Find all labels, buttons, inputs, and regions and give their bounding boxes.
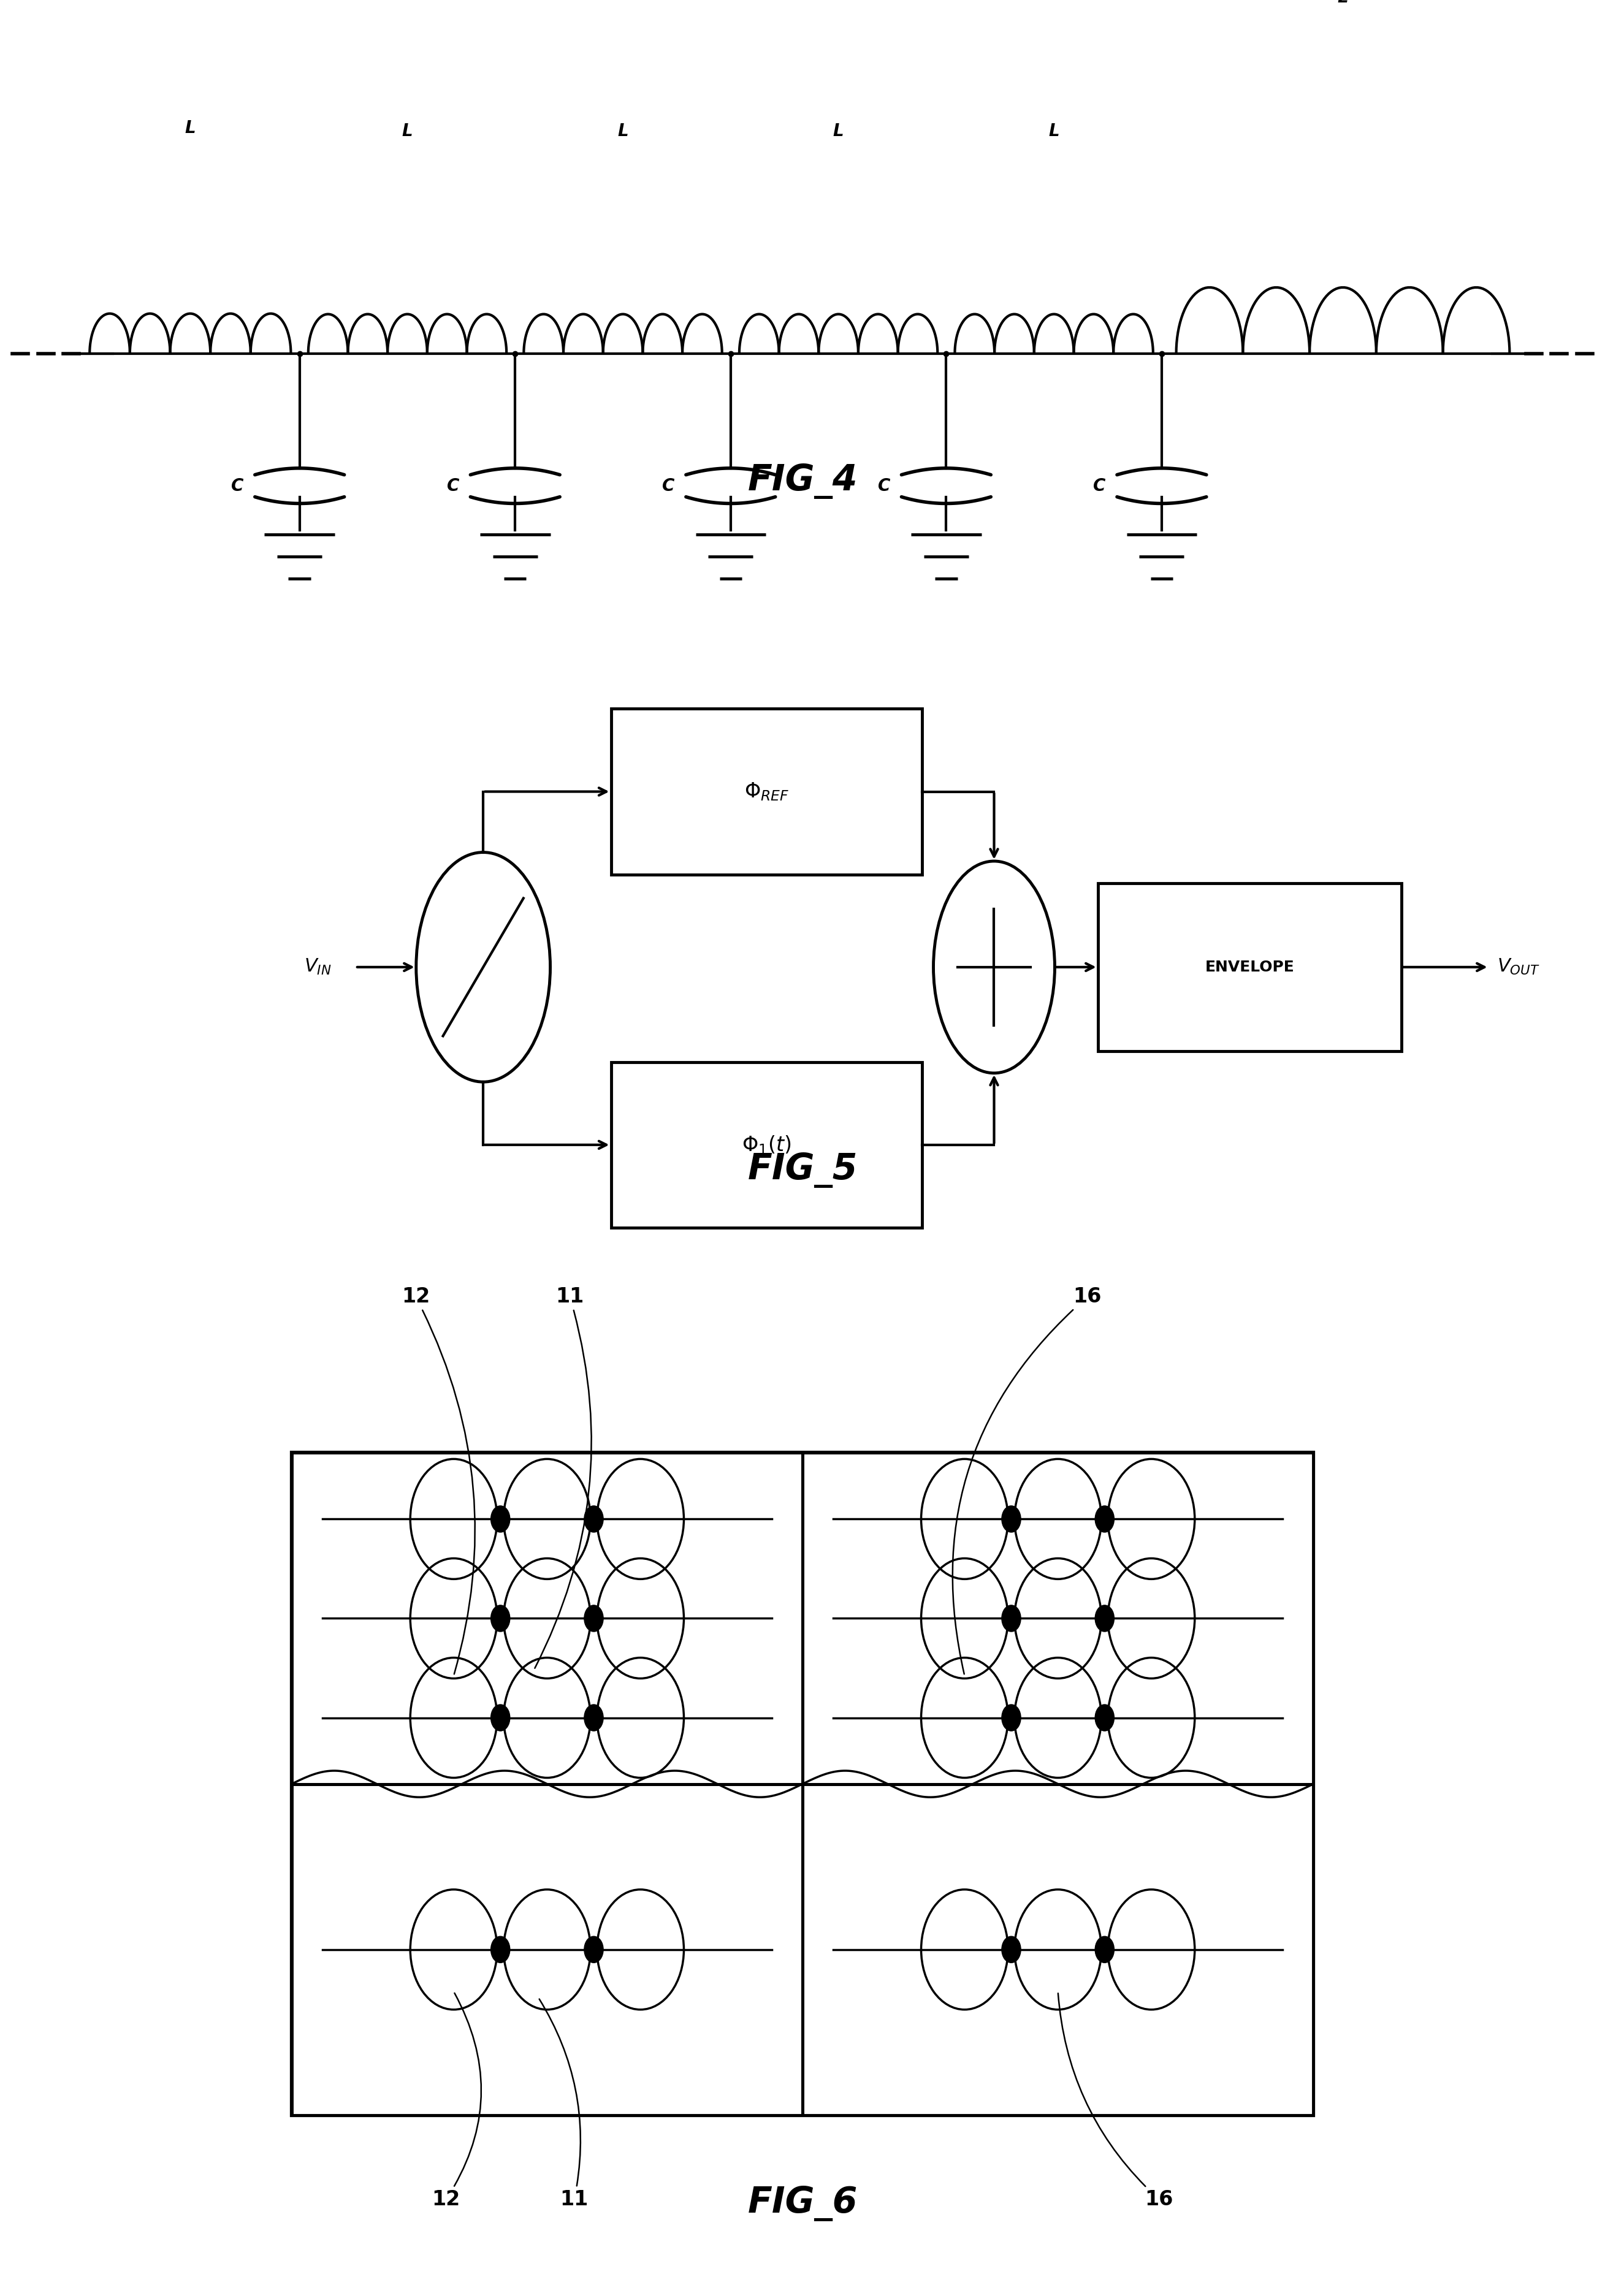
- Text: C: C: [663, 478, 674, 494]
- Text: L: L: [401, 122, 412, 140]
- Text: L: L: [618, 122, 628, 140]
- Text: C: C: [231, 478, 244, 494]
- Circle shape: [1002, 1704, 1021, 1731]
- Bar: [292, 1784, 802, 2115]
- Circle shape: [1095, 1936, 1114, 1963]
- Text: 11: 11: [539, 2000, 589, 2209]
- Circle shape: [491, 1506, 510, 1531]
- Bar: [292, 1453, 802, 1784]
- Text: FIG_5: FIG_5: [748, 1153, 857, 1187]
- Text: FIG_6: FIG_6: [748, 2186, 857, 2220]
- Text: ENVELOPE: ENVELOPE: [1205, 960, 1294, 974]
- Circle shape: [491, 1704, 510, 1731]
- Bar: [802, 1784, 1313, 2115]
- Text: $V_{IN}$: $V_{IN}$: [305, 957, 332, 976]
- Circle shape: [584, 1704, 603, 1731]
- Text: L: L: [185, 119, 196, 138]
- Text: 11: 11: [534, 1286, 591, 1669]
- Bar: [1098, 884, 1401, 1052]
- Text: $\Phi_{REF}$: $\Phi_{REF}$: [745, 781, 790, 801]
- Circle shape: [584, 1936, 603, 1963]
- Text: L: L: [1337, 0, 1348, 7]
- Text: L: L: [833, 122, 844, 140]
- Text: 16: 16: [952, 1286, 1101, 1674]
- Circle shape: [491, 1936, 510, 1963]
- Circle shape: [584, 1605, 603, 1632]
- Text: $\Phi_1(t)$: $\Phi_1(t)$: [742, 1134, 791, 1155]
- Text: C: C: [1093, 478, 1106, 494]
- Circle shape: [491, 1605, 510, 1632]
- Bar: [292, 1453, 1313, 2115]
- Text: $V_{OUT}$: $V_{OUT}$: [1497, 957, 1539, 976]
- Circle shape: [1095, 1605, 1114, 1632]
- Bar: [612, 1063, 923, 1228]
- Text: FIG_4: FIG_4: [748, 464, 857, 498]
- Text: C: C: [878, 478, 891, 494]
- Bar: [802, 1453, 1313, 1784]
- Circle shape: [1002, 1936, 1021, 1963]
- Circle shape: [1002, 1605, 1021, 1632]
- Circle shape: [584, 1506, 603, 1531]
- Circle shape: [1002, 1506, 1021, 1531]
- Circle shape: [1095, 1506, 1114, 1531]
- Text: L: L: [1048, 122, 1059, 140]
- Circle shape: [1095, 1704, 1114, 1731]
- Text: 16: 16: [1058, 1993, 1173, 2209]
- Text: C: C: [446, 478, 459, 494]
- Text: 12: 12: [401, 1286, 475, 1674]
- Text: 12: 12: [432, 1993, 482, 2209]
- Bar: [612, 709, 923, 875]
